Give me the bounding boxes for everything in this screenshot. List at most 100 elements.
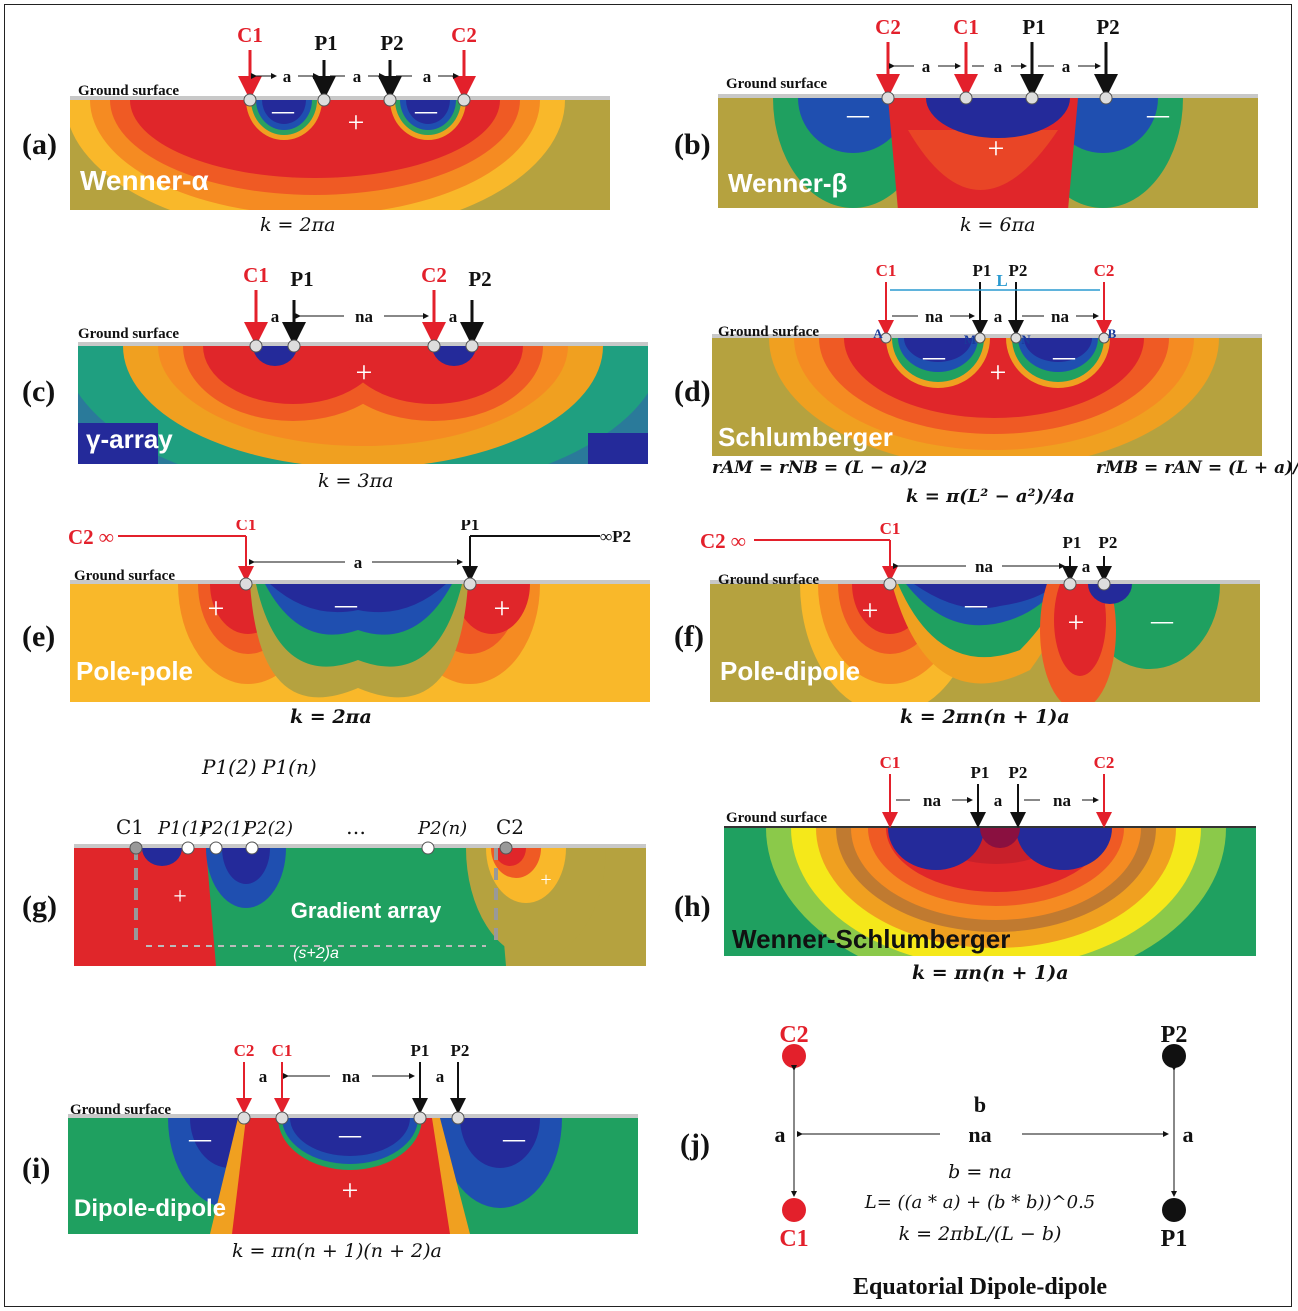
svg-text:+: + bbox=[356, 356, 373, 389]
label-na: na bbox=[968, 1122, 991, 1147]
span-l: L bbox=[996, 271, 1007, 290]
svg-text:—: — bbox=[1146, 102, 1170, 127]
spacing-1: na bbox=[923, 791, 941, 810]
electrode-c2: C2 bbox=[421, 263, 447, 287]
electrode-p1: P1 bbox=[971, 763, 990, 782]
spacing-3: na bbox=[1053, 791, 1071, 810]
electrode-p1: P1 bbox=[1022, 15, 1045, 39]
svg-text:—: — bbox=[334, 592, 358, 617]
array-name: Pole-dipole bbox=[720, 656, 860, 686]
svg-text:—: — bbox=[846, 102, 870, 127]
array-name: Dipole-dipole bbox=[74, 1195, 226, 1222]
electrode-p2: P2 bbox=[380, 31, 403, 55]
side-a-left: a bbox=[775, 1122, 786, 1147]
electrode-c2: C2 bbox=[1094, 753, 1115, 772]
spacing-1: a bbox=[283, 67, 292, 86]
svg-text:+: + bbox=[342, 1174, 359, 1207]
pole-dipole-diagram: + — + — Ground surface Pole-dipole C2 ∞ … bbox=[700, 520, 1260, 702]
label-c1: C1 bbox=[116, 815, 144, 839]
panel-label-e: (e) bbox=[22, 620, 56, 653]
electrode-p1: P1 bbox=[1063, 533, 1082, 552]
formula-a: k = 2πa bbox=[260, 214, 336, 236]
electrode-p2: P2 bbox=[1009, 763, 1028, 782]
gradient-array-diagram: + + Gradient array (s+2)a P1(2) P1(n) C1… bbox=[74, 755, 646, 966]
electrode-c2-infinity: C2 ∞ bbox=[700, 529, 746, 553]
ground-surface-label: Ground surface bbox=[70, 1102, 171, 1118]
svg-text:—: — bbox=[1052, 344, 1076, 369]
spacing-3: a bbox=[436, 1067, 445, 1086]
svg-text:+: + bbox=[173, 884, 187, 910]
electrode-c1: C1 bbox=[953, 15, 979, 39]
label-p1-2: P1(2) bbox=[201, 755, 257, 779]
ground-surface-label: Ground surface bbox=[726, 76, 827, 92]
electrode-c2: C2 bbox=[234, 1041, 255, 1060]
electrode-c1: C1 bbox=[237, 23, 263, 47]
electrode-c1: C1 bbox=[236, 520, 257, 534]
svg-text:+: + bbox=[988, 132, 1005, 165]
array-name: Schlumberger bbox=[718, 422, 893, 452]
electrode-p2: P2 bbox=[1161, 1022, 1188, 1048]
svg-text:—: — bbox=[271, 98, 295, 123]
array-name: Wenner-Schlumberger bbox=[732, 924, 1010, 954]
label-p2-n: P2(n) bbox=[417, 818, 467, 839]
array-name: Wenner-α bbox=[80, 165, 209, 196]
figure-frame bbox=[4, 4, 1292, 1307]
span-s2a: (s+2)a bbox=[293, 945, 339, 962]
electrode-c1: C1 bbox=[876, 261, 897, 280]
label-p1-1: P1(1) bbox=[157, 818, 207, 839]
electrode-p1-dot bbox=[1162, 1198, 1186, 1222]
electrode-c2-dot bbox=[782, 1044, 806, 1068]
electrode-p2: P2 bbox=[1099, 533, 1118, 552]
formula-b: k = 6πa bbox=[960, 214, 1036, 236]
equation-b: b = na bbox=[948, 1161, 1012, 1183]
spacing-na: na bbox=[975, 557, 993, 576]
formula-h: k = πn(n + 1)a bbox=[912, 962, 1069, 984]
formula-d: k = π(L² − a²)/4a bbox=[906, 486, 1075, 507]
spacing-1: a bbox=[271, 307, 280, 326]
electrode-c2: C2 bbox=[779, 1022, 808, 1048]
electrode-c2: C2 bbox=[875, 15, 901, 39]
spacing-3: a bbox=[423, 67, 432, 86]
electrode-c2: C2 bbox=[451, 23, 477, 47]
array-name: Gradient array bbox=[291, 898, 442, 923]
formula-i: k = πn(n + 1)(n + 2)a bbox=[232, 1240, 442, 1262]
electrode-p1: P1 bbox=[314, 31, 337, 55]
ground-surface-label: Ground surface bbox=[78, 83, 179, 99]
electrode-p1: P1 bbox=[411, 1041, 430, 1060]
electrode-c1: C1 bbox=[880, 753, 901, 772]
spacing-a: a bbox=[354, 553, 363, 572]
panel-label-g: (g) bbox=[22, 890, 57, 923]
electrode-p1: P1 bbox=[1161, 1226, 1188, 1252]
electrode-p2-dot bbox=[1162, 1044, 1186, 1068]
ground-surface-label: Ground surface bbox=[726, 810, 827, 826]
electrode-c1: C1 bbox=[880, 520, 901, 538]
point-b: B bbox=[1108, 326, 1117, 341]
spacing-1: a bbox=[259, 1067, 268, 1086]
panel-label-h: (h) bbox=[674, 890, 711, 923]
electrode-p2: P2 bbox=[1096, 15, 1119, 39]
formula-e: k = 2πa bbox=[290, 706, 372, 728]
electrode-p2: P2 bbox=[1009, 261, 1028, 280]
pole-pole-diagram: + — + Ground surface Pole-pole C2 ∞ C1 P… bbox=[68, 520, 650, 702]
array-name: Pole-pole bbox=[76, 656, 193, 686]
equation-l: L= ((a * a) + (b * b))^0.5 bbox=[864, 1192, 1096, 1213]
svg-text:—: — bbox=[922, 344, 946, 369]
formula-c: k = 3πa bbox=[318, 470, 394, 492]
svg-text:+: + bbox=[862, 594, 879, 627]
electrode-c1: C1 bbox=[272, 1041, 293, 1060]
spacing-2: a bbox=[994, 791, 1003, 810]
label-c2: C2 bbox=[496, 815, 524, 839]
array-name: Wenner-β bbox=[728, 168, 847, 198]
electrode-p1: P1 bbox=[973, 261, 992, 280]
panel-label-c: (c) bbox=[22, 375, 56, 408]
panel-j-title: Equatorial Dipole-dipole bbox=[853, 1274, 1107, 1300]
label-b: b bbox=[974, 1092, 986, 1117]
formula-d-right: rMB = rAN = (L + a)/2 bbox=[1096, 458, 1298, 478]
spacing-2: na bbox=[355, 307, 373, 326]
panel-label-d: (d) bbox=[674, 375, 711, 408]
ground-surface-label: Ground surface bbox=[718, 572, 819, 588]
wenner-schlumberger-diagram: Ground surface Wenner-Schlumberger C1 P1… bbox=[724, 753, 1256, 956]
panel-label-f: (f) bbox=[674, 620, 704, 653]
wenner-beta-diagram: — + — Ground surface Wenner-β C2 C1 P1 P… bbox=[718, 15, 1258, 208]
svg-text:—: — bbox=[338, 1122, 362, 1147]
